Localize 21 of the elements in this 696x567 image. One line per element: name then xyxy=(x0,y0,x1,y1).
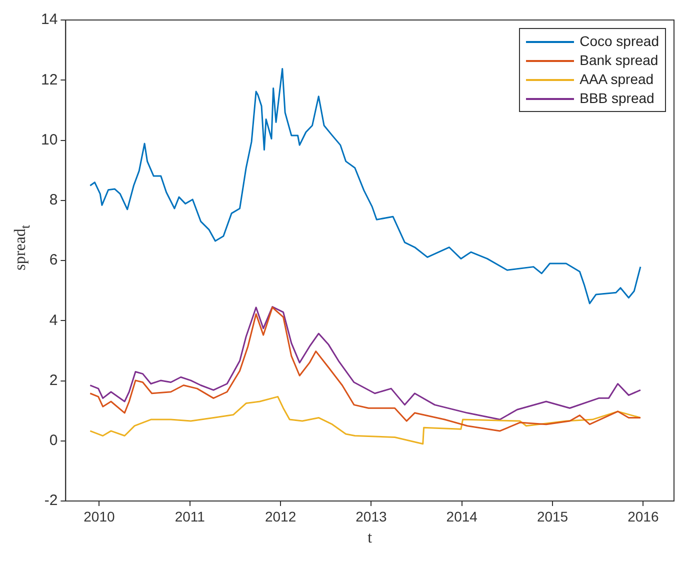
legend-label: Bank spread xyxy=(580,51,658,70)
y-tick-label: 0 xyxy=(49,432,58,450)
x-tick-label: 2016 xyxy=(628,508,659,524)
y-tick-label: -2 xyxy=(44,492,58,510)
legend-label: AAA spread xyxy=(580,70,654,89)
y-tick-label: 8 xyxy=(49,192,58,209)
y-tick-label: 10 xyxy=(40,131,58,148)
x-tick-label: 2014 xyxy=(446,508,478,524)
x-tick-label: 2011 xyxy=(174,508,206,524)
x-tick-label: 2010 xyxy=(84,508,116,524)
y-tick-label: 4 xyxy=(49,312,58,329)
x-tick-label: 2015 xyxy=(536,508,568,524)
x-tick-label: 2013 xyxy=(356,508,387,524)
y-tick-label: 6 xyxy=(49,252,58,269)
x-axis-title: t xyxy=(368,530,373,547)
x-tick-label: 2012 xyxy=(264,508,296,524)
y-tick-label: 14 xyxy=(40,11,58,28)
y-tick-label: 12 xyxy=(40,71,58,88)
legend-label: Coco spread xyxy=(580,32,659,51)
y-tick-label: 2 xyxy=(49,372,58,389)
legend-label: BBB spread xyxy=(580,89,654,108)
